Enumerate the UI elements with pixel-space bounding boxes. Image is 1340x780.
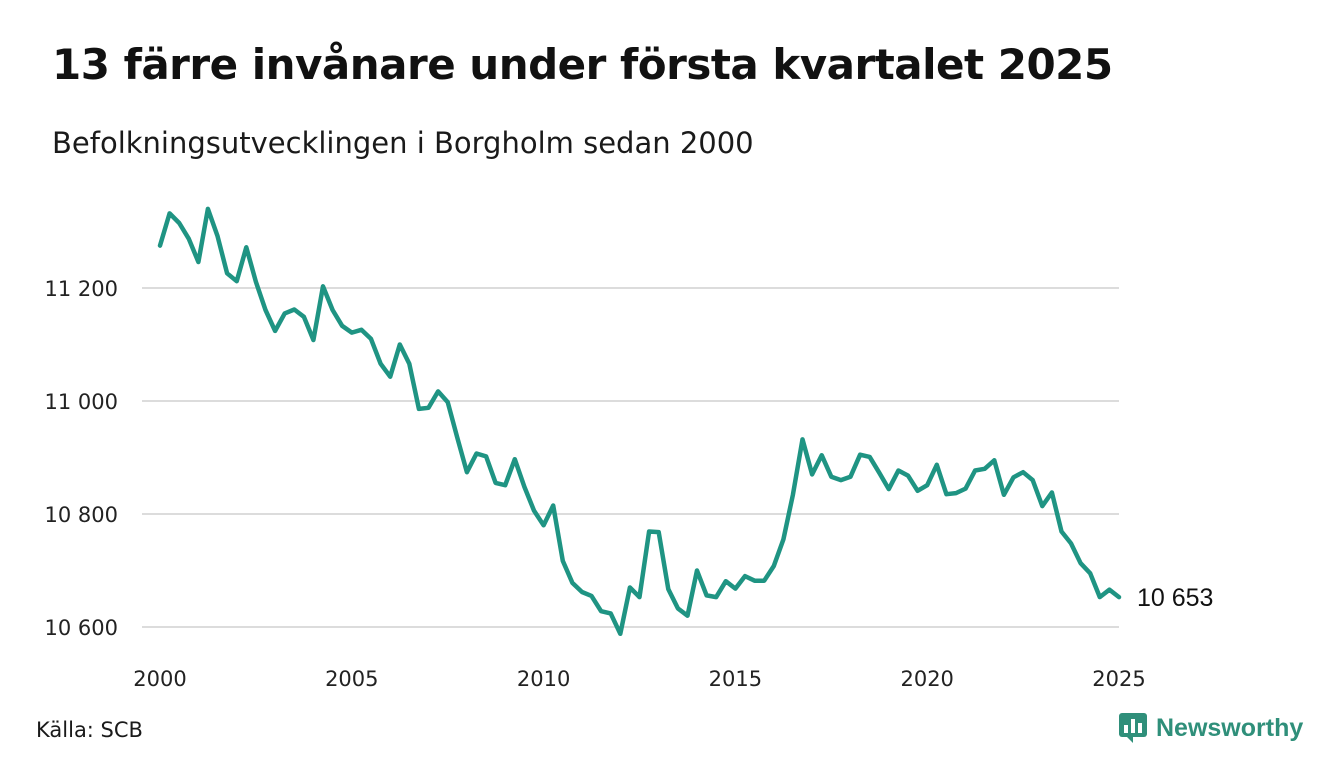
end-value-label: 10 653 (1137, 584, 1213, 612)
newsworthy-logo: Newsworthy (1118, 712, 1303, 744)
y-tick-label: 10 800 (45, 503, 118, 527)
x-tick-label: 2015 (709, 667, 762, 691)
chart-title: 13 färre invånare under första kvartalet… (52, 40, 1113, 89)
population-line (157, 206, 1122, 637)
y-tick-label: 10 600 (45, 616, 118, 640)
source-label: Källa: SCB (36, 718, 143, 742)
brand-name: Newsworthy (1156, 713, 1304, 742)
x-tick-label: 2000 (133, 667, 186, 691)
chart-subtitle: Befolkningsutvecklingen i Borgholm sedan… (52, 126, 754, 160)
x-tick-label: 2005 (325, 667, 378, 691)
x-tick-label: 2020 (900, 667, 953, 691)
y-tick-label: 11 000 (45, 390, 118, 414)
bar-chart-icon (1119, 713, 1147, 743)
x-tick-label: 2025 (1092, 667, 1145, 691)
x-tick-label: 2010 (517, 667, 570, 691)
y-tick-label: 11 200 (45, 277, 118, 301)
